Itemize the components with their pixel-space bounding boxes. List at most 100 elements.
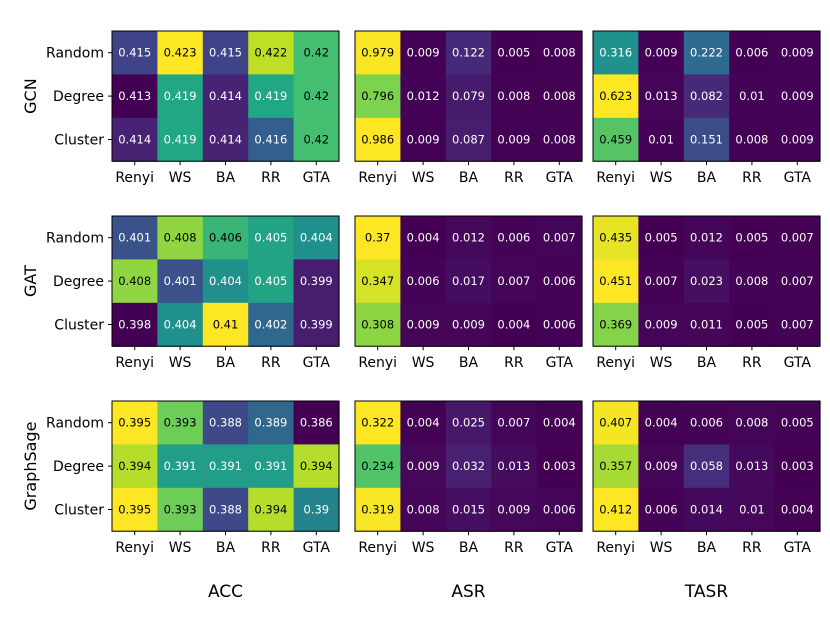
x-tick-label: WS xyxy=(650,540,673,556)
cell-value-label: 0.005 xyxy=(497,46,530,60)
cell-value-label: 0.009 xyxy=(781,46,814,60)
cell-value-label: 0.009 xyxy=(497,503,530,517)
metric-title-asr: ASR xyxy=(451,582,485,602)
heatmap-cell xyxy=(157,487,204,532)
heatmap-cell xyxy=(774,487,821,532)
heatmap-cell xyxy=(774,444,821,489)
heatmap-cell xyxy=(112,487,158,532)
cell-value-label: 0.406 xyxy=(209,231,242,245)
cell-value-label: 0.008 xyxy=(735,133,768,147)
heatmap-cell xyxy=(400,117,447,162)
heatmap-cell xyxy=(593,487,639,532)
cell-value-label: 0.014 xyxy=(690,503,723,517)
heatmap-cell xyxy=(400,31,447,75)
cell-value-label: 0.399 xyxy=(300,318,333,332)
heatmap-panel-graphsage-tasr: 0.407 0.004 0.006 0.008 0.005 0.357 0.009 0.058… xyxy=(592,400,821,556)
cell-value-label: 0.394 xyxy=(254,503,287,517)
heatmap-cell xyxy=(536,74,583,119)
heatmap-cell xyxy=(248,74,295,119)
heatmap-cell xyxy=(112,259,158,304)
heatmap-cell xyxy=(445,74,492,119)
y-tick-label: Degree xyxy=(53,459,104,475)
cell-value-label: 0.415 xyxy=(118,46,151,60)
cell-value-label: 0.308 xyxy=(361,318,394,332)
x-tick-label: WS xyxy=(412,355,435,371)
heatmap-cell xyxy=(248,259,295,304)
cell-value-label: 0.394 xyxy=(118,459,151,473)
heatmap-cell xyxy=(729,117,776,162)
heatmap-cell xyxy=(729,259,776,304)
heatmap-cell xyxy=(593,401,639,445)
heatmap-cell xyxy=(202,401,249,445)
x-tick-label: RR xyxy=(261,540,281,556)
heatmap-cell xyxy=(248,302,295,347)
cell-value-label: 0.009 xyxy=(781,133,814,147)
cell-value-label: 0.357 xyxy=(599,459,632,473)
x-tick-label: GTA xyxy=(303,355,331,371)
x-tick-label: RR xyxy=(742,170,762,186)
heatmap-panel-graphsage-acc: 0.395 0.393 0.388 0.389 0.386 0.394 0.391 0.391… xyxy=(46,400,340,556)
cell-value-label: 0.009 xyxy=(645,459,678,473)
x-tick-label: Renyi xyxy=(596,355,635,371)
heatmap-cell xyxy=(774,74,821,119)
cell-value-label: 0.004 xyxy=(781,503,814,517)
cell-value-label: 0.979 xyxy=(361,46,394,60)
heatmap-cell xyxy=(683,302,730,347)
cell-value-label: 0.122 xyxy=(452,46,485,60)
heatmap-cell xyxy=(202,302,249,347)
x-tick-label: WS xyxy=(169,170,192,186)
heatmap-cell xyxy=(774,401,821,445)
heatmap-cell xyxy=(638,31,685,75)
heatmap-cell xyxy=(729,401,776,445)
heatmap-cell xyxy=(683,31,730,75)
heatmap-cell xyxy=(729,74,776,119)
cell-value-label: 0.012 xyxy=(452,231,485,245)
heatmap-cell xyxy=(593,216,639,260)
cell-value-label: 0.01 xyxy=(739,89,765,103)
x-tick-label: BA xyxy=(697,540,717,556)
heatmap-cell xyxy=(729,216,776,260)
cell-value-label: 0.395 xyxy=(118,503,151,517)
heatmap-cell xyxy=(593,444,639,489)
x-tick-label: RR xyxy=(261,355,281,371)
heatmap-cell xyxy=(355,444,401,489)
cell-value-label: 0.006 xyxy=(690,416,723,430)
cell-value-label: 0.008 xyxy=(735,274,768,288)
heatmap-cell xyxy=(774,31,821,75)
heatmap-cell xyxy=(202,487,249,532)
heatmap-cell xyxy=(683,259,730,304)
cell-value-label: 0.415 xyxy=(209,46,242,60)
heatmap-cell xyxy=(729,31,776,75)
cell-value-label: 0.407 xyxy=(599,416,632,430)
x-tick-label: WS xyxy=(169,540,192,556)
cell-value-label: 0.008 xyxy=(497,89,530,103)
heatmap-cell xyxy=(491,74,538,119)
cell-value-label: 0.37 xyxy=(365,231,391,245)
x-tick-label: Renyi xyxy=(115,355,154,371)
cell-value-label: 0.007 xyxy=(543,231,576,245)
x-tick-label: RR xyxy=(504,540,524,556)
heatmap-cell xyxy=(491,444,538,489)
heatmap-cell xyxy=(112,302,158,347)
heatmap-cell xyxy=(400,401,447,445)
heatmap-cell xyxy=(683,487,730,532)
cell-value-label: 0.404 xyxy=(209,274,242,288)
heatmap-cell xyxy=(491,302,538,347)
model-title-gat: GAT xyxy=(21,265,40,297)
heatmap-cell xyxy=(536,216,583,260)
cell-value-label: 0.408 xyxy=(118,274,151,288)
cell-value-label: 0.004 xyxy=(645,416,678,430)
cell-value-label: 0.451 xyxy=(599,274,632,288)
heatmap-cell xyxy=(536,401,583,445)
cell-value-label: 0.405 xyxy=(254,231,287,245)
cell-value-label: 0.01 xyxy=(739,503,765,517)
heatmap-cell xyxy=(293,259,340,304)
metric-title-acc: ACC xyxy=(208,582,243,602)
cell-value-label: 0.013 xyxy=(497,459,530,473)
heatmap-cell xyxy=(400,444,447,489)
heatmap-cell xyxy=(202,444,249,489)
cell-value-label: 0.151 xyxy=(690,133,723,147)
heatmap-cell xyxy=(445,216,492,260)
x-tick-label: WS xyxy=(650,355,673,371)
heatmap-cell xyxy=(157,216,204,260)
